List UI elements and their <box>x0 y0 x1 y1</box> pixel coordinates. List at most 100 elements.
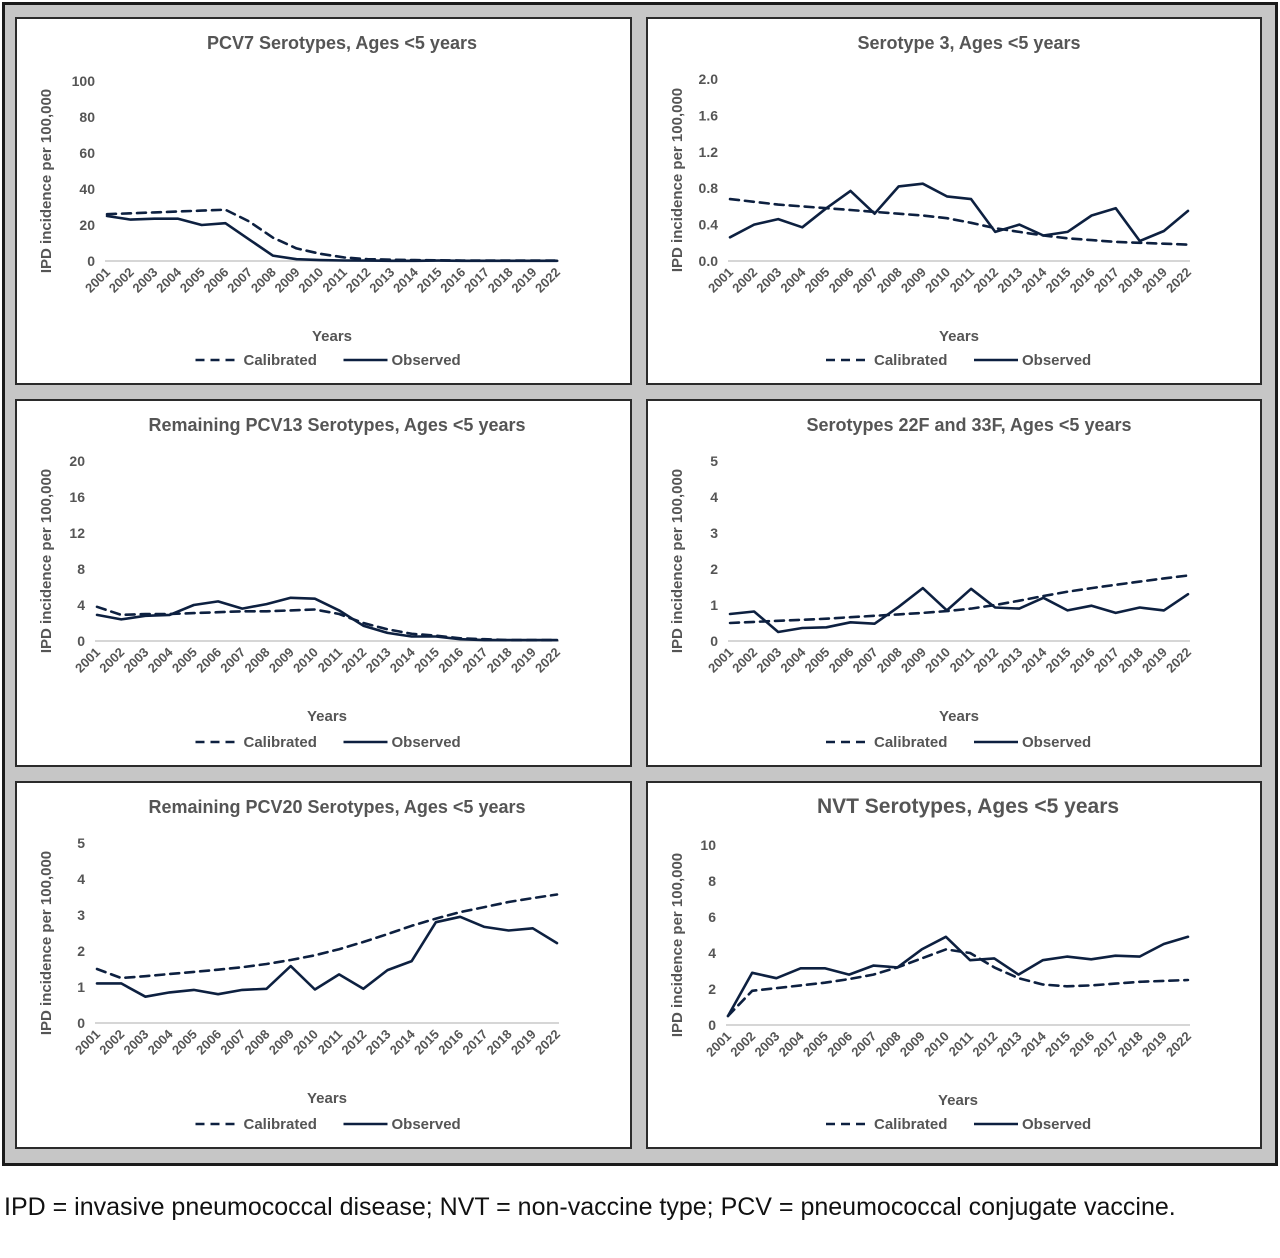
x-tick-label: 2019 <box>1139 1029 1170 1060</box>
legend-label-observed: Observed <box>1022 352 1091 369</box>
series-line-calibrated <box>95 893 559 980</box>
legend-label-observed: Observed <box>392 352 461 369</box>
x-tick-label: 2001 <box>703 1029 734 1060</box>
x-tick-label: 2018 <box>484 645 515 676</box>
x-tick-label: 2019 <box>508 1027 539 1058</box>
y-tick-label: 2 <box>710 561 718 577</box>
legend-label-calibrated: Calibrated <box>874 734 947 751</box>
x-tick-label: 2010 <box>922 265 953 296</box>
x-tick-label: 2007 <box>848 1029 879 1060</box>
y-tick-label: 10 <box>700 837 716 853</box>
x-tick-label: 2013 <box>994 265 1025 296</box>
x-tick-label: 2008 <box>873 1029 904 1060</box>
y-tick-label: 40 <box>79 181 95 197</box>
x-tick-label: 2004 <box>145 1026 177 1058</box>
x-tick-label: 2010 <box>290 1027 321 1058</box>
x-tick-label: 2017 <box>1090 1029 1121 1060</box>
chart-serotype-3: Serotype 3, Ages <5 years IPD incidence p… <box>669 33 1194 369</box>
x-tick-label: 2016 <box>437 265 468 296</box>
x-tick-label: 2014 <box>1018 1028 1050 1060</box>
chart-title: Serotype 3, Ages <5 years <box>858 33 1081 53</box>
chart-panel-serotype-3: Serotype 3, Ages <5 years IPD incidence p… <box>646 17 1262 385</box>
series-line-observed <box>728 586 1190 634</box>
y-axis-label: IPD incidence per 100,000 <box>38 851 55 1035</box>
y-tick-label: 2 <box>708 981 716 997</box>
x-tick-label: 2022 <box>532 1027 563 1058</box>
x-tick-label: 2007 <box>217 645 248 676</box>
x-tick-label: 2015 <box>1043 645 1074 676</box>
x-tick-label: 2012 <box>969 1029 1000 1060</box>
x-tick-label: 2004 <box>153 264 185 296</box>
y-tick-label: 8 <box>708 873 716 889</box>
x-tick-label: 2005 <box>800 1029 831 1060</box>
x-tick-label: 2006 <box>826 265 857 296</box>
y-tick-label: 0.0 <box>699 253 719 269</box>
x-tick-label: 2004 <box>777 264 809 296</box>
x-tick-label: 2012 <box>338 645 369 676</box>
x-tick-label: 2013 <box>363 645 394 676</box>
y-tick-label: 2.0 <box>699 71 719 87</box>
x-tick-label: 2011 <box>315 1027 346 1058</box>
x-tick-label: 2003 <box>120 645 151 676</box>
x-tick-label: 2015 <box>414 265 445 296</box>
x-tick-label: 2016 <box>435 1027 466 1058</box>
x-tick-label: 2002 <box>106 265 137 296</box>
x-tick-label: 2011 <box>319 265 350 296</box>
y-tick-label: 2 <box>77 943 85 959</box>
x-tick-label: 2022 <box>1163 1029 1194 1060</box>
x-tick-label: 2018 <box>1115 1029 1146 1060</box>
x-tick-label: 2019 <box>1139 265 1170 296</box>
x-tick-label: 2008 <box>242 645 273 676</box>
y-axis-label: IPD incidence per 100,000 <box>669 469 686 653</box>
y-tick-label: 80 <box>79 109 95 125</box>
x-tick-label: 2012 <box>343 265 374 296</box>
y-tick-label: 0.4 <box>699 217 719 233</box>
x-tick-label: 2005 <box>169 645 200 676</box>
y-tick-label: 1 <box>710 597 718 613</box>
y-tick-label: 5 <box>710 453 718 469</box>
y-tick-label: 100 <box>72 73 96 89</box>
legend-label-calibrated: Calibrated <box>874 1116 947 1133</box>
x-tick-label: 2002 <box>96 645 127 676</box>
x-tick-label: 2001 <box>705 265 736 296</box>
x-tick-label: 2008 <box>248 265 279 296</box>
chart-title: Serotypes 22F and 33F, Ages <5 years <box>806 415 1131 435</box>
y-tick-label: 12 <box>69 525 85 541</box>
x-axis-label: Years <box>938 1092 978 1109</box>
x-tick-label: 2009 <box>898 265 929 296</box>
x-tick-label: 2004 <box>776 1028 808 1060</box>
x-tick-label: 2001 <box>82 265 113 296</box>
x-tick-label: 2008 <box>874 645 905 676</box>
x-tick-label: 2006 <box>824 1029 855 1060</box>
x-tick-label: 2007 <box>217 1027 248 1058</box>
x-tick-label: 2010 <box>290 645 321 676</box>
x-tick-label: 2003 <box>751 1029 782 1060</box>
x-tick-label: 2002 <box>729 645 760 676</box>
chart-title: Remaining PCV20 Serotypes, Ages <5 years <box>148 797 525 817</box>
legend-label-observed: Observed <box>392 734 461 751</box>
x-tick-label: 2005 <box>801 265 832 296</box>
x-tick-label: 2013 <box>363 1027 394 1058</box>
chart-panel-pcv20: Remaining PCV20 Serotypes, Ages <5 years… <box>15 781 632 1149</box>
x-axis-label: Years <box>307 708 347 725</box>
chart-panel-nvt: NVT Serotypes, Ages <5 years IPD incidenc… <box>646 781 1262 1149</box>
x-tick-label: 2015 <box>1042 1029 1073 1060</box>
series-line-observed <box>95 915 559 998</box>
y-tick-label: 0 <box>77 633 85 649</box>
x-tick-label: 2005 <box>801 645 832 676</box>
x-tick-label: 2018 <box>484 1027 515 1058</box>
y-axis-label: IPD incidence per 100,000 <box>669 88 686 272</box>
x-tick-label: 2017 <box>1091 645 1122 676</box>
figure-frame: PCV7 Serotypes, Ages <5 years IPD inciden… <box>2 2 1278 1166</box>
x-tick-label: 2011 <box>946 1029 977 1060</box>
y-tick-label: 4 <box>77 597 85 613</box>
y-tick-label: 4 <box>77 871 85 887</box>
x-axis-label: Years <box>939 708 979 725</box>
legend-label-observed: Observed <box>392 1116 461 1133</box>
y-tick-label: 3 <box>77 907 85 923</box>
x-tick-label: 2012 <box>970 645 1001 676</box>
y-tick-label: 1 <box>77 979 85 995</box>
y-tick-label: 1.2 <box>699 144 719 160</box>
chart-title: Remaining PCV13 Serotypes, Ages <5 years <box>148 415 525 435</box>
x-tick-label: 2007 <box>850 645 881 676</box>
